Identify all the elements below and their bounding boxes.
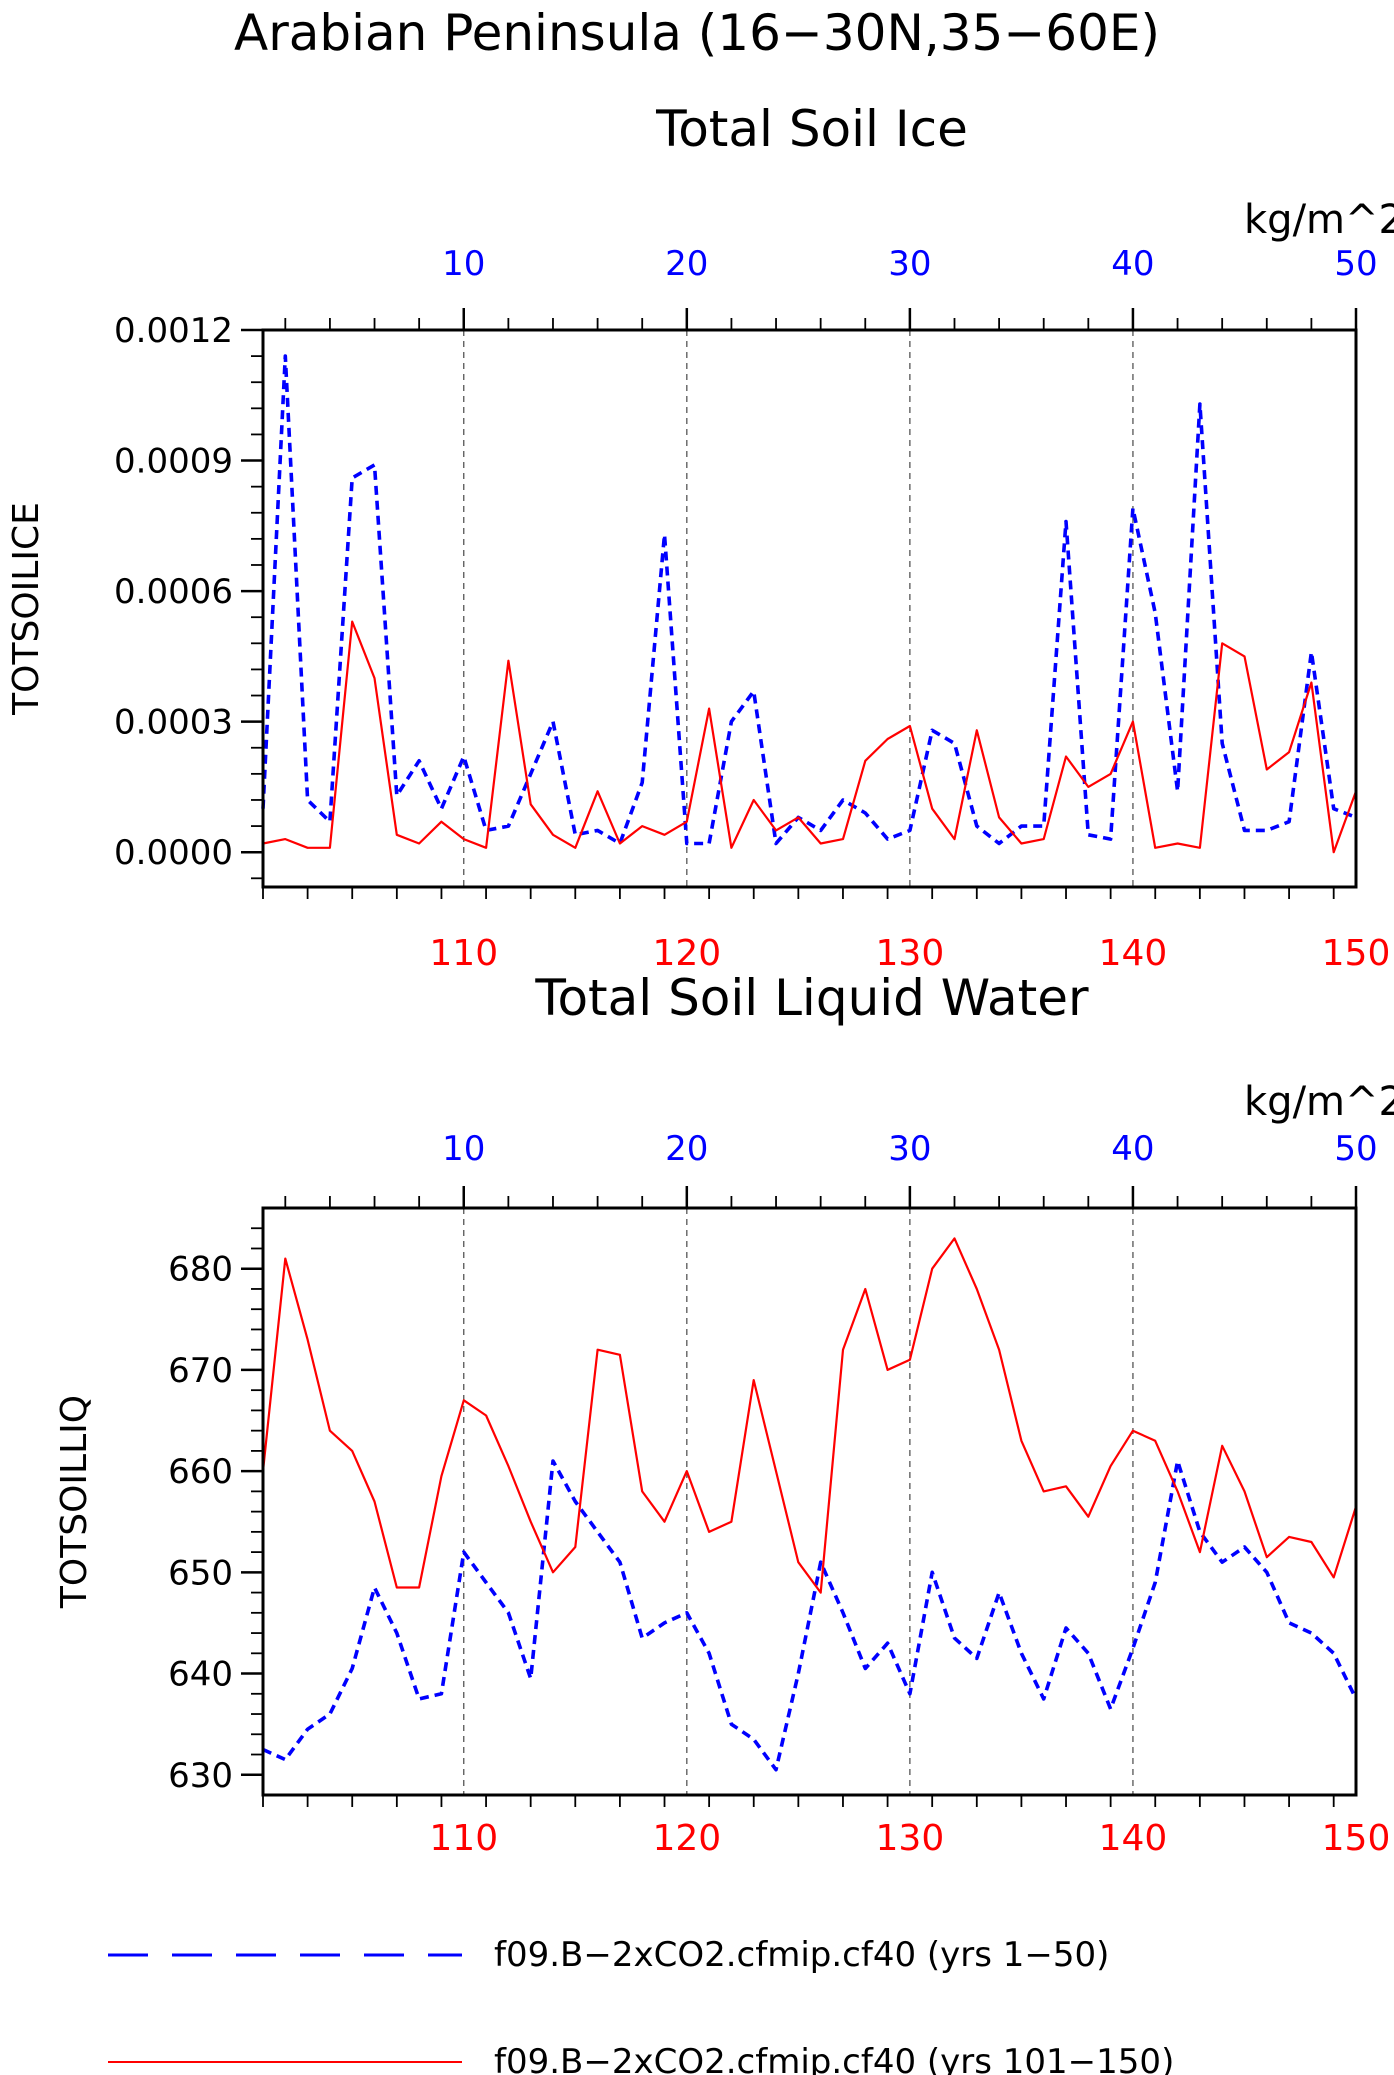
legend: f09.B−2xCO2.cfmip.cf40 (yrs 1−50) f09.B−2… <box>108 1935 1174 2075</box>
y-tick-label: 640 <box>168 1655 233 1695</box>
series-line-1 <box>262 1459 1358 1772</box>
y-tick-label: 0.0012 <box>114 311 233 351</box>
y-tick-label: 680 <box>168 1250 233 1290</box>
chart-title-line2: Total Soil Ice <box>655 100 968 158</box>
units-label: kg/m^2 <box>1244 1079 1394 1125</box>
x-top-tick-label: 20 <box>665 1129 708 1169</box>
x-top-tick-label: 50 <box>1334 244 1377 284</box>
y-tick-label: 670 <box>168 1351 233 1391</box>
y-axis-label: TOTSOILLIQ <box>54 1395 95 1609</box>
series-line-2 <box>261 1237 1358 1594</box>
x-top-tick-label: 20 <box>665 244 708 284</box>
plot-frame <box>261 1206 1358 1797</box>
x-top-tick-label: 30 <box>888 244 931 284</box>
x-bottom-tick-label: 110 <box>429 1818 498 1859</box>
chart-panel-2: Total Soil Liquid Water 630 640 650 660 670 68… <box>54 969 1394 1859</box>
y-tick-label: 660 <box>168 1452 233 1492</box>
legend-label-1: f09.B−2xCO2.cfmip.cf40 (yrs 1−50) <box>494 1935 1109 1975</box>
chart-panels: 0.0000 0.0003 0.0006 0.0009 0.0012 TOTSOILICE… <box>6 197 1394 1859</box>
panel-title: Total Soil Liquid Water <box>534 969 1089 1027</box>
units-label: kg/m^2 <box>1244 197 1394 243</box>
x-bottom-tick-label: 140 <box>1099 933 1168 974</box>
y-axis-label: TOTSOILICE <box>6 502 47 716</box>
x-bottom-tick-label: 110 <box>429 933 498 974</box>
x-bottom-tick-label: 150 <box>1322 1818 1391 1859</box>
series-line-1 <box>261 354 1357 846</box>
y-tick-label: 0.0009 <box>114 442 233 482</box>
y-tick-label: 650 <box>168 1553 233 1593</box>
x-bottom-tick-label: 120 <box>652 1818 721 1859</box>
y-tick-label: 0.0003 <box>114 703 233 743</box>
x-top-tick-label: 30 <box>888 1129 931 1169</box>
chart-title-line1: Arabian Peninsula (16−30N,35−60E) <box>234 4 1160 62</box>
y-tick-label: 630 <box>168 1756 233 1796</box>
x-bottom-tick-label: 130 <box>876 1818 945 1859</box>
x-top-tick-label: 10 <box>442 244 485 284</box>
plot-frame <box>261 328 1358 889</box>
x-top-tick-label: 10 <box>442 1129 485 1169</box>
x-top-tick-label: 40 <box>1111 1129 1154 1169</box>
legend-label-2: f09.B−2xCO2.cfmip.cf40 (yrs 101−150) <box>494 2042 1174 2075</box>
x-bottom-tick-label: 140 <box>1099 1818 1168 1859</box>
x-bottom-tick-label: 120 <box>652 933 721 974</box>
chart-panel-1: 0.0000 0.0003 0.0006 0.0009 0.0012 TOTSOILICE… <box>6 197 1394 974</box>
x-top-tick-label: 40 <box>1111 244 1154 284</box>
series-line-2 <box>262 620 1358 854</box>
x-bottom-tick-label: 130 <box>876 933 945 974</box>
x-bottom-tick-label: 150 <box>1322 933 1391 974</box>
x-top-tick-label: 50 <box>1334 1129 1377 1169</box>
y-tick-label: 0.0006 <box>114 572 233 612</box>
y-tick-label: 0.0000 <box>114 833 233 873</box>
